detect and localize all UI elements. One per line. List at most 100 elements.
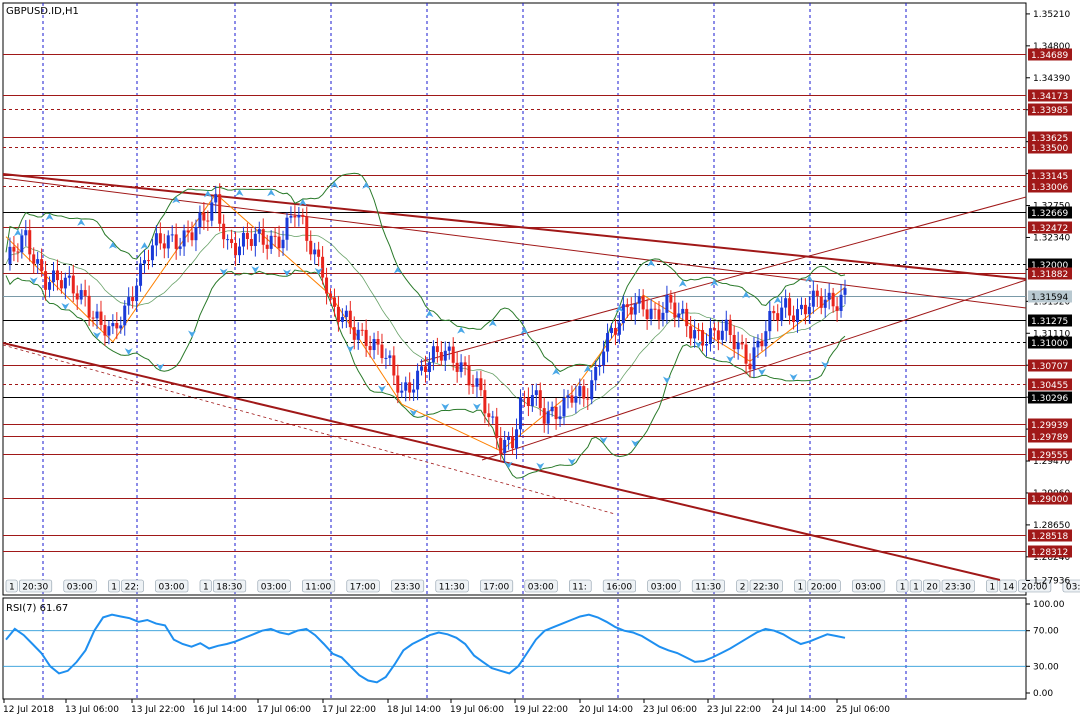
time-axis: 12 Jul 2018 13 Jul 06:00 13 Jul 22:00 16 Ju… xyxy=(3,699,890,715)
fractal-up-arrow xyxy=(77,218,86,226)
candle-body xyxy=(59,280,63,289)
candle-body xyxy=(28,230,32,255)
level-tag-label: 1.33985 xyxy=(1031,106,1068,116)
candle-body xyxy=(150,245,154,261)
candle-body xyxy=(483,390,487,414)
candle-body xyxy=(823,299,827,308)
candle-body xyxy=(135,285,139,302)
candle-body xyxy=(277,236,281,249)
candle-body xyxy=(811,290,815,307)
level-tag xyxy=(1028,290,1072,303)
candle-body xyxy=(566,395,570,398)
level-tag xyxy=(1028,221,1072,234)
candle-body xyxy=(578,386,582,397)
candle-body xyxy=(420,366,424,371)
fractal-up-arrow xyxy=(267,189,276,197)
x-tick-label: 24 Jul 14:00 xyxy=(772,705,826,715)
candle-body xyxy=(285,217,289,240)
fractal-up-arrow xyxy=(298,198,307,206)
level-tag xyxy=(1028,48,1072,61)
level-tag-label: 1.29789 xyxy=(1031,433,1068,443)
x-tick-label: 16 Jul 14:00 xyxy=(193,705,247,715)
fractal-up-arrow xyxy=(235,189,244,197)
candle-body xyxy=(190,232,194,241)
level-price-tags: 1.32000 1.31594 1.31275 1.31000 1.30296 1.326… xyxy=(1028,48,1072,558)
candle-body xyxy=(186,230,190,233)
candle-body xyxy=(95,311,99,319)
session-tag-label: 1 xyxy=(9,583,15,593)
fractal-up-arrow xyxy=(647,259,656,267)
x-tick-label: 12 Jul 2018 xyxy=(3,705,54,715)
level-tag-label: 1.33145 xyxy=(1031,172,1068,182)
session-tag-label: 03:00 xyxy=(261,583,287,593)
level-tag xyxy=(1028,545,1072,558)
session-tag xyxy=(435,579,469,593)
candle-body xyxy=(234,242,238,256)
fractal-down-arrow xyxy=(409,409,418,417)
fractal-up-arrow xyxy=(710,279,719,287)
candle-body xyxy=(388,355,392,358)
candle-body xyxy=(431,346,435,363)
candle-body xyxy=(503,439,507,454)
fractal-down-arrow xyxy=(314,267,323,275)
candle-body xyxy=(570,395,574,403)
session-tag-label: 17:00 xyxy=(483,583,509,593)
fractal-down-arrow xyxy=(504,461,513,469)
fractal-down-arrow xyxy=(472,403,481,411)
session-tag xyxy=(479,579,514,593)
candle-body xyxy=(704,343,708,346)
upper-band xyxy=(5,172,846,373)
fractal-down-arrow xyxy=(694,341,703,349)
session-tag-label: 1 xyxy=(913,583,919,593)
candlesticks xyxy=(8,183,847,463)
session-tag-label: 20:00 xyxy=(1021,583,1047,593)
fractal-up-arrow xyxy=(362,181,371,189)
session-tag-label: 03:00 xyxy=(528,583,554,593)
candle-body xyxy=(455,362,459,372)
candle-body xyxy=(732,334,736,350)
candle-body xyxy=(598,365,602,367)
y-tick-label: 1.28650 xyxy=(1033,521,1070,531)
y-tick-label: 1.28240 xyxy=(1033,553,1070,563)
session-tag xyxy=(108,579,120,593)
level-tag-label: 1.32000 xyxy=(1031,261,1068,271)
y-tick-label: 1.35210 xyxy=(1033,10,1070,20)
candle-body xyxy=(71,275,75,294)
candle-body xyxy=(364,329,368,347)
level-tag-label: 1.28312 xyxy=(1031,548,1068,558)
candle-body xyxy=(36,259,40,264)
candle-body xyxy=(372,339,376,351)
fractal-up-arrow xyxy=(583,365,592,373)
candle-body xyxy=(610,327,614,334)
candle-body xyxy=(245,232,249,240)
candle-body xyxy=(586,398,590,400)
y-tick-label: 1.34800 xyxy=(1033,42,1070,52)
fractal-up-arrow xyxy=(172,196,181,204)
level-tag-label: 1.32472 xyxy=(1031,224,1068,234)
candle-body xyxy=(534,390,538,396)
support-dashed xyxy=(2,344,616,515)
x-tick-label: 25 Jul 06:00 xyxy=(836,705,890,715)
fractal-down-arrow xyxy=(93,331,102,339)
candle-body xyxy=(625,304,629,308)
session-tag xyxy=(896,579,909,593)
candle-body xyxy=(127,297,131,306)
candle-body xyxy=(178,246,182,249)
candle-body xyxy=(558,416,562,420)
level-tag-label: 1.29000 xyxy=(1031,495,1068,505)
candle-body xyxy=(261,229,265,245)
candle-body xyxy=(293,215,297,218)
fractal-up-arrow xyxy=(425,310,434,318)
candle-body xyxy=(451,346,455,363)
level-tag-label: 1.34173 xyxy=(1031,92,1068,102)
candle-body xyxy=(83,290,87,296)
level-tag xyxy=(1028,430,1072,443)
candle-body xyxy=(515,429,519,449)
level-tag xyxy=(1028,180,1072,193)
candle-body xyxy=(681,308,685,314)
candle-body xyxy=(400,390,404,393)
candle-body xyxy=(289,215,293,218)
candle-body xyxy=(87,295,91,318)
